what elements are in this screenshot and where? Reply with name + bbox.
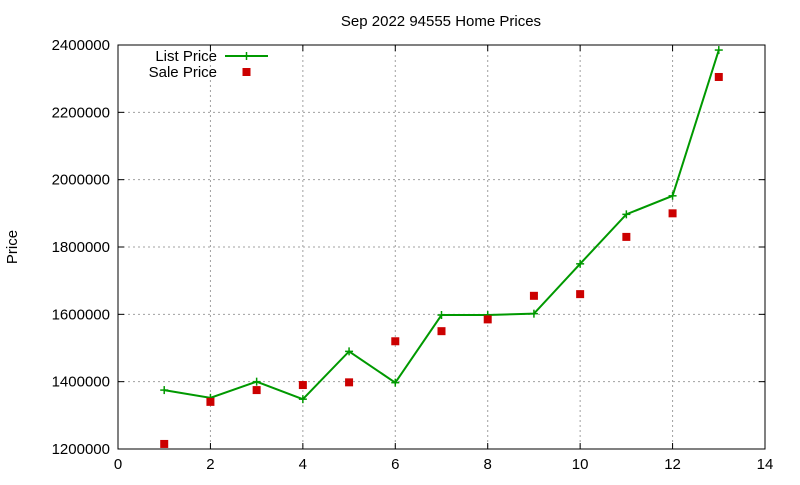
y-tick-label: 1400000 xyxy=(52,374,110,391)
legend-label: List Price xyxy=(155,48,217,65)
x-tick-label: 0 xyxy=(114,456,122,473)
data-point xyxy=(576,290,585,299)
data-point xyxy=(529,291,538,300)
y-tick-label: 1800000 xyxy=(52,239,110,256)
data-point xyxy=(252,377,261,386)
data-point xyxy=(160,386,169,395)
data-point xyxy=(622,232,631,241)
grid-layer xyxy=(118,45,765,449)
data-point xyxy=(242,52,251,60)
data-point xyxy=(298,395,307,404)
x-tick-label: 6 xyxy=(391,456,399,473)
axes-layer: 0 2 4 6 8 10 12 14 1200000 1400000 1600000 1800000 2… xyxy=(52,37,774,473)
data-point xyxy=(345,347,354,356)
data-point xyxy=(668,209,677,218)
x-tick-label: 4 xyxy=(299,456,307,473)
x-tick-label: 2 xyxy=(206,456,214,473)
legend-entry: Sale Price xyxy=(149,64,251,81)
data-point xyxy=(345,378,354,387)
y-tick-label: 1600000 xyxy=(52,306,110,323)
data-point xyxy=(714,46,723,55)
data-point xyxy=(391,337,400,346)
data-point xyxy=(437,311,446,320)
data-point xyxy=(529,309,538,318)
data-point xyxy=(160,439,169,448)
y-tick-label: 2000000 xyxy=(52,172,110,189)
data-point xyxy=(668,191,677,200)
series-layer xyxy=(160,46,723,448)
x-tick-label: 14 xyxy=(757,456,774,473)
series-1 xyxy=(160,72,723,448)
x-tick-label: 12 xyxy=(664,456,681,473)
x-tick-label: 10 xyxy=(572,456,589,473)
legend-entry: List Price xyxy=(155,48,268,65)
chart-title: Sep 2022 94555 Home Prices xyxy=(341,13,541,30)
y-axis-label: Price xyxy=(4,230,21,264)
data-point xyxy=(252,386,261,395)
series-0 xyxy=(160,46,723,404)
data-point xyxy=(437,327,446,336)
data-point xyxy=(206,397,215,406)
y-tick-label: 1200000 xyxy=(52,441,110,458)
data-point xyxy=(576,259,585,268)
y-tick-label: 2200000 xyxy=(52,104,110,121)
series-line xyxy=(164,49,720,401)
plot-frame xyxy=(117,44,766,450)
data-point xyxy=(714,72,723,81)
data-point xyxy=(622,210,631,219)
data-point xyxy=(391,378,400,387)
x-tick-label: 8 xyxy=(484,456,492,473)
y-tick-label: 2400000 xyxy=(52,37,110,54)
data-point xyxy=(298,381,307,390)
data-point xyxy=(242,68,251,76)
data-point xyxy=(483,315,492,324)
legend-label: Sale Price xyxy=(149,64,217,81)
